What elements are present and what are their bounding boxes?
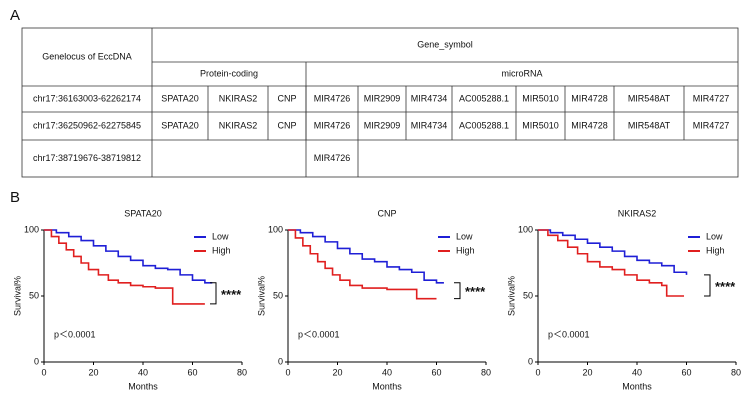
chart-title: SPATA20 [124, 208, 162, 218]
y-tick-label: 50 [29, 290, 39, 300]
gene-cell: SPATA20 [161, 93, 199, 103]
y-tick-label: 100 [268, 224, 283, 234]
gene-cell: MIR4726 [314, 93, 351, 103]
survival-curve [538, 229, 688, 275]
significance-bracket [454, 282, 461, 300]
p-value: p＜0.0001 [548, 329, 590, 339]
y-tick-label: 100 [518, 224, 533, 234]
significance-bracket [704, 274, 711, 297]
x-tick-label: 0 [535, 367, 540, 377]
chart-title: NKIRAS2 [618, 208, 657, 218]
group-header: Protein-coding [200, 68, 258, 78]
x-tick-label: 60 [681, 367, 691, 377]
gene-cell: MIR4728 [571, 93, 608, 103]
x-axis-label: Months [372, 381, 402, 391]
legend-label: High [212, 245, 231, 255]
gene-cell: MIR4734 [411, 120, 448, 130]
column-header: Gene_symbol [417, 39, 473, 49]
survival-curve [288, 229, 437, 300]
gene-cell: NKIRAS2 [219, 120, 258, 130]
group-header: microRNA [501, 68, 542, 78]
survival-curve [538, 229, 685, 297]
y-axis-label: Survival% [12, 276, 22, 316]
x-tick-label: 80 [731, 367, 741, 377]
gene-cell: NKIRAS2 [219, 93, 258, 103]
x-tick-label: 80 [237, 367, 247, 377]
x-tick-label: 40 [382, 367, 392, 377]
x-tick-label: 80 [481, 367, 491, 377]
p-value: p＜0.0001 [298, 329, 340, 339]
legend-label: High [456, 245, 475, 255]
x-tick-label: 0 [285, 367, 290, 377]
y-tick-label: 0 [278, 356, 283, 366]
x-tick-label: 20 [582, 367, 592, 377]
gene-cell: MIR5010 [522, 93, 559, 103]
y-tick-label: 50 [523, 290, 533, 300]
x-tick-label: 60 [431, 367, 441, 377]
x-tick-label: 20 [332, 367, 342, 377]
locus-cell: chr17:36250962-62275845 [33, 120, 141, 130]
y-axis-label: Survival% [506, 276, 516, 316]
gene-cell: MIR4726 [314, 153, 351, 163]
legend-label: High [706, 245, 725, 255]
p-value: p＜0.0001 [54, 329, 96, 339]
panel-label: A [10, 7, 20, 24]
gene-cell: MIR2909 [364, 93, 401, 103]
gene-cell: SPATA20 [161, 120, 199, 130]
survival-curve [44, 229, 205, 305]
gene-cell: MIR4728 [571, 120, 608, 130]
column-header: Genelocus of EccDNA [42, 51, 132, 61]
gene-cell: MIR5010 [522, 120, 559, 130]
y-tick-label: 0 [528, 356, 533, 366]
x-tick-label: 20 [88, 367, 98, 377]
significance-bracket [210, 282, 217, 305]
gene-cell: AC005288.1 [459, 120, 509, 130]
x-tick-label: 0 [41, 367, 46, 377]
y-tick-label: 0 [34, 356, 39, 366]
survival-curve [44, 229, 213, 284]
x-tick-label: 60 [187, 367, 197, 377]
table-border [21, 27, 739, 178]
gene-cell: AC005288.1 [459, 93, 509, 103]
x-tick-label: 40 [632, 367, 642, 377]
gene-cell: CNP [277, 120, 296, 130]
gene-cell: MIR4727 [693, 120, 730, 130]
gene-cell: MIR548AT [628, 120, 671, 130]
significance: **** [715, 279, 736, 294]
y-tick-label: 50 [273, 290, 283, 300]
significance: **** [221, 287, 242, 302]
x-tick-label: 40 [138, 367, 148, 377]
chart-title: CNP [377, 208, 396, 218]
legend-label: Low [706, 231, 723, 241]
y-axis-label: Survival% [256, 276, 266, 316]
panel-label: B [10, 189, 20, 206]
gene-cell: MIR2909 [364, 120, 401, 130]
x-axis-label: Months [128, 381, 158, 391]
y-tick-label: 100 [24, 224, 39, 234]
survival-curve [288, 229, 444, 284]
gene-cell: CNP [277, 93, 296, 103]
legend-label: Low [212, 231, 229, 241]
locus-cell: chr17:36163003-62262174 [33, 93, 141, 103]
x-axis-label: Months [622, 381, 652, 391]
legend-label: Low [456, 231, 473, 241]
gene-cell: MIR4726 [314, 120, 351, 130]
gene-cell: MIR4734 [411, 93, 448, 103]
significance: **** [465, 284, 486, 299]
gene-cell: MIR548AT [628, 93, 671, 103]
locus-cell: chr17:38719676-38719812 [33, 153, 141, 163]
gene-cell: MIR4727 [693, 93, 730, 103]
